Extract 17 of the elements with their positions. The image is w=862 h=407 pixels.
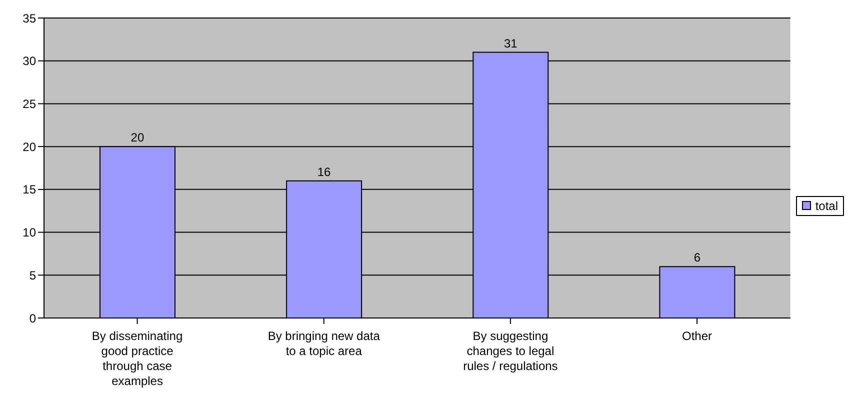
y-tick-label: 35 [22,11,36,26]
data-label: 6 [694,250,701,265]
data-label: 20 [130,130,144,145]
y-tick-label: 15 [22,182,36,197]
y-tick-label: 30 [22,54,36,68]
y-tick-label: 5 [29,268,36,282]
legend-label: total [815,198,838,212]
data-label: 31 [504,36,518,50]
y-tick-label: 10 [22,226,36,240]
x-tick-label: By bringing new data to a topic area [268,329,380,358]
y-tick-label: 20 [22,140,36,154]
y-tick-label: 25 [22,96,36,111]
x-tick-label: By suggesting changes to legal rules / regulations [463,329,558,373]
x-tick-label: Other [682,329,712,343]
x-tick-label: By disseminating good practice through case examples [92,329,183,388]
data-label: 16 [317,164,332,179]
y-tick-label: 0 [29,311,36,326]
